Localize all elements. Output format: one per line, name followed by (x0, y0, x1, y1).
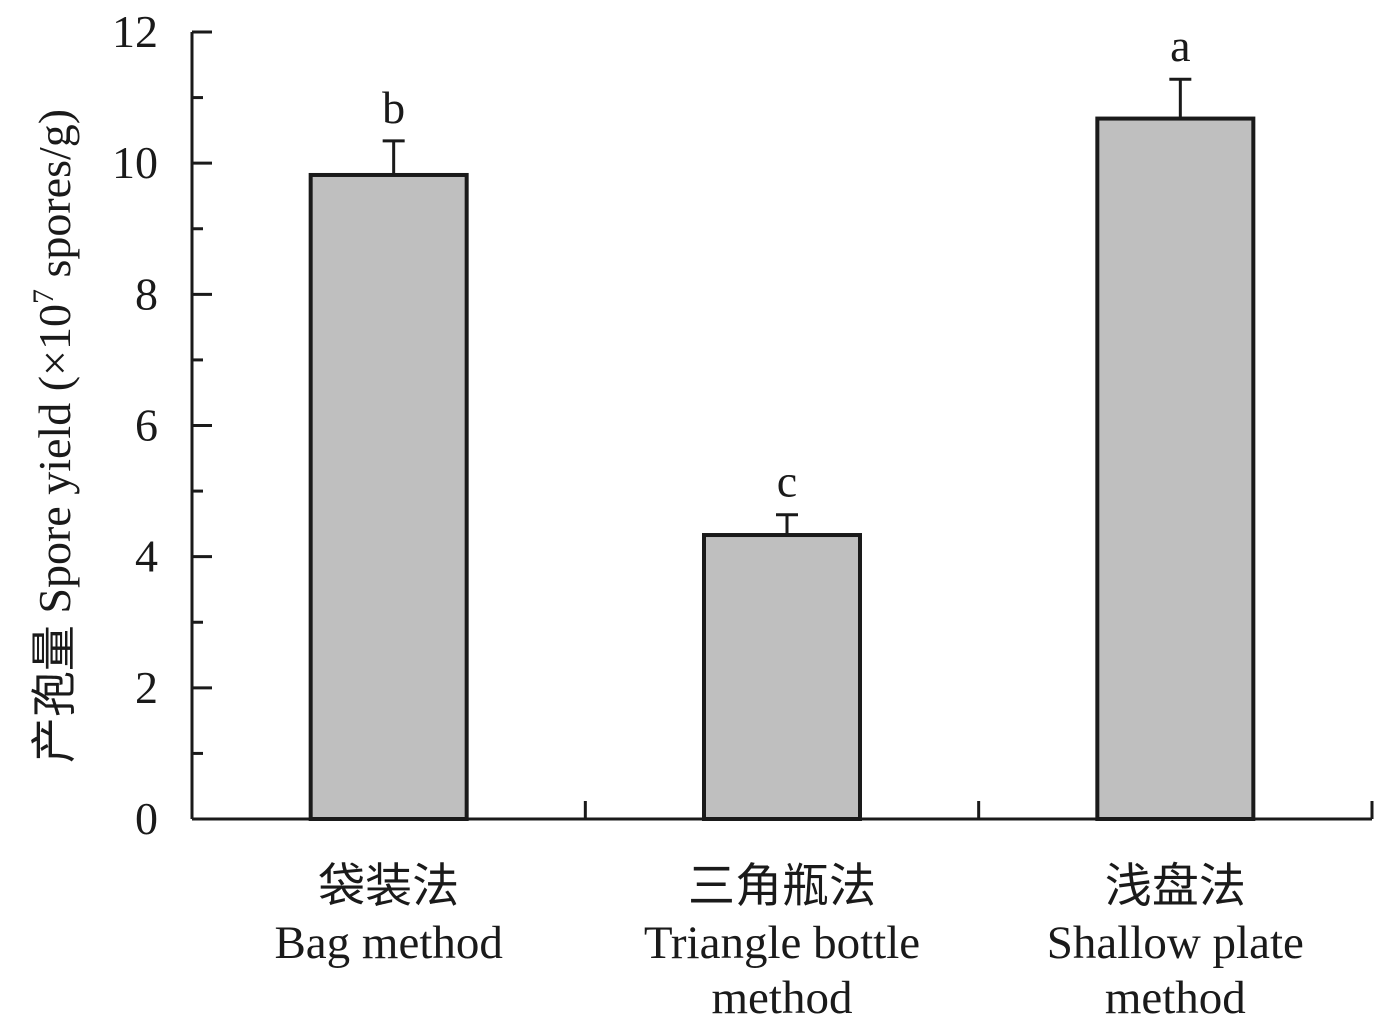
x-category-label-en: Shallow plate (1047, 917, 1304, 969)
y-axis-label: 产孢量 Spore yield (×107 spores/g) (27, 109, 80, 763)
y-tick-label: 4 (135, 531, 158, 582)
y-tick-label: 0 (135, 793, 158, 844)
x-category-label-cn: 三角瓶法 (688, 861, 876, 913)
y-tick-label: 6 (135, 400, 158, 451)
significance-letter: c (777, 456, 797, 507)
bar-3 (1095, 116, 1256, 821)
x-category-label-en: method (1105, 972, 1246, 1024)
bars (308, 77, 1256, 821)
y-tick-label: 8 (135, 268, 158, 319)
x-category-label-en: method (712, 972, 853, 1024)
x-category-label-cn: 浅盘法 (1105, 861, 1246, 913)
bar-2 (702, 533, 862, 821)
x-category-label-en: Triangle bottle (644, 917, 920, 969)
y-tick-label: 12 (112, 6, 158, 57)
x-category-label-cn: 袋装法 (318, 861, 459, 913)
y-axis-label-unit: spores/g) (29, 109, 80, 289)
y-tick-label: 10 (112, 137, 158, 188)
significance-letter: a (1170, 20, 1190, 71)
y-axis-label-exponent: 7 (27, 289, 60, 304)
x-category-label-en: Bag method (274, 917, 502, 969)
bar-1 (308, 172, 469, 821)
significance-letter: b (382, 82, 405, 133)
y-axis-label-main: 产孢量 Spore yield (×10 (29, 304, 80, 763)
y-tick-label: 2 (135, 662, 158, 713)
